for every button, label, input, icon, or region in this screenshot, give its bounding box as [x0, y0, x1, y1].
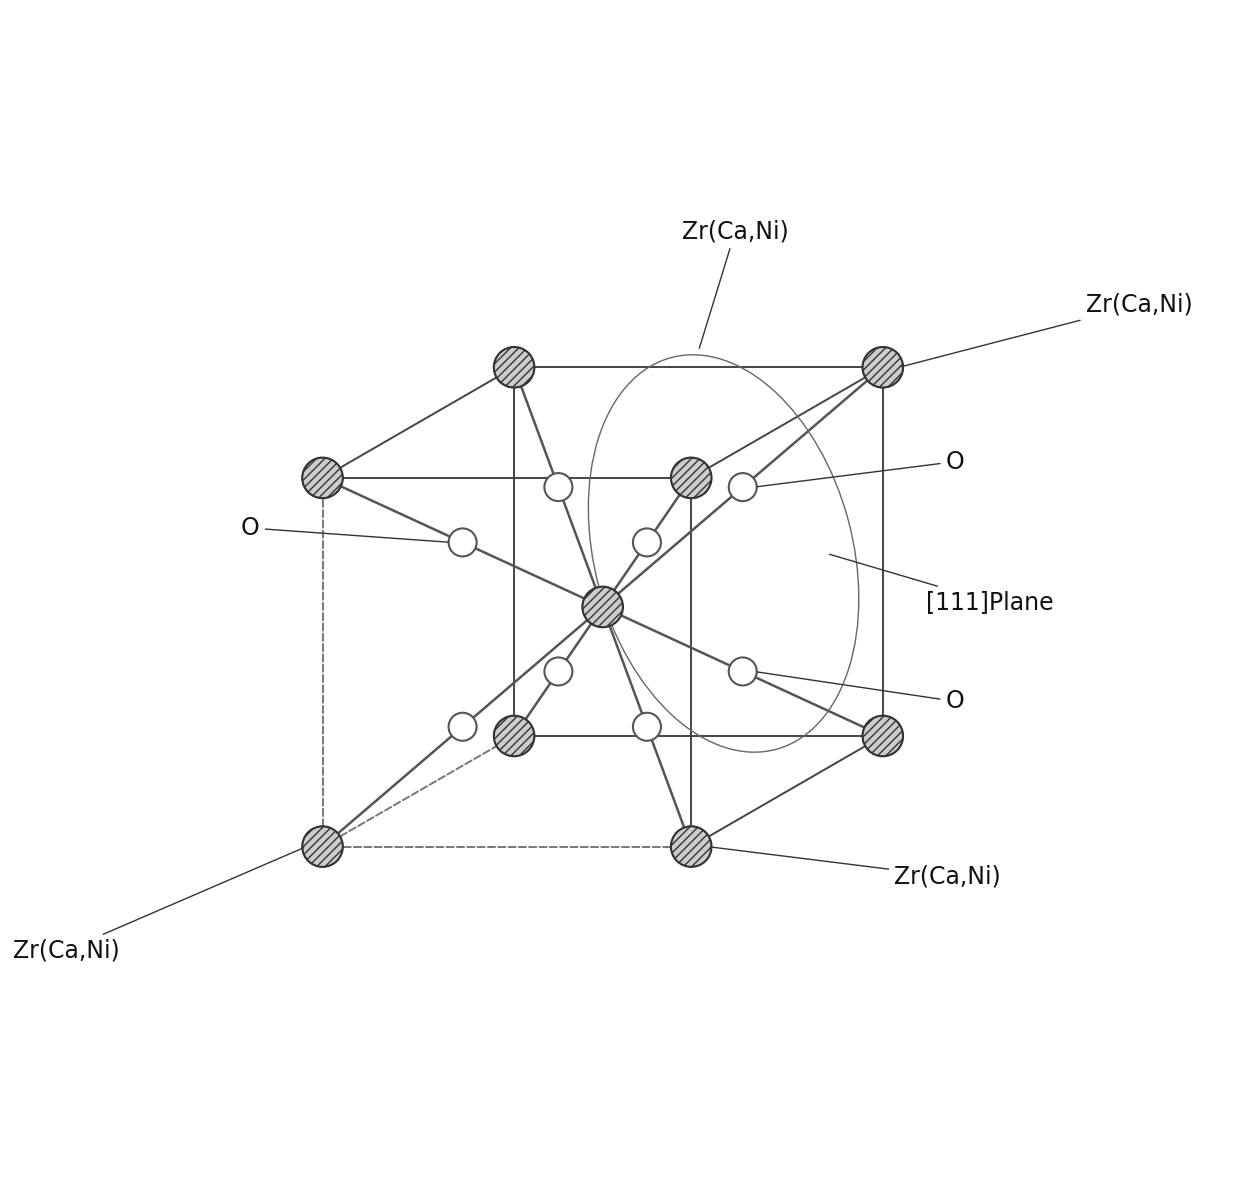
Circle shape: [863, 347, 903, 387]
Circle shape: [303, 458, 342, 498]
Text: O: O: [241, 516, 449, 543]
Text: Zr(Ca,Ni): Zr(Ca,Ni): [901, 293, 1193, 366]
Circle shape: [544, 658, 573, 685]
Text: Zr(Ca,Ni): Zr(Ca,Ni): [711, 847, 1001, 889]
Text: O: O: [756, 672, 965, 713]
Circle shape: [449, 713, 476, 740]
Circle shape: [632, 713, 661, 740]
Circle shape: [671, 826, 712, 866]
Circle shape: [494, 347, 534, 387]
Text: Zr(Ca,Ni): Zr(Ca,Ni): [682, 219, 789, 348]
Circle shape: [303, 826, 342, 866]
Circle shape: [449, 528, 476, 557]
Circle shape: [544, 473, 573, 501]
Text: [111]Plane: [111]Plane: [830, 554, 1054, 613]
Circle shape: [729, 473, 756, 501]
Text: Zr(Ca,Ni): Zr(Ca,Ni): [12, 847, 304, 962]
Circle shape: [729, 658, 756, 685]
Circle shape: [632, 528, 661, 557]
Circle shape: [583, 586, 622, 627]
Text: O: O: [756, 450, 965, 487]
Circle shape: [863, 716, 903, 757]
Circle shape: [494, 716, 534, 757]
Circle shape: [671, 458, 712, 498]
